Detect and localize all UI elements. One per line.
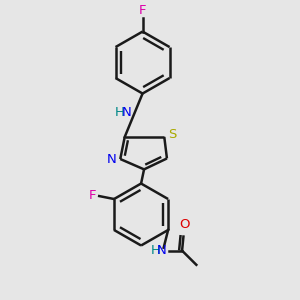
Text: O: O	[179, 218, 189, 231]
Text: S: S	[168, 128, 177, 141]
Text: F: F	[139, 4, 146, 17]
Text: N: N	[122, 106, 132, 119]
Text: N: N	[106, 152, 116, 166]
Text: H: H	[114, 106, 124, 119]
Text: H: H	[150, 244, 160, 257]
Text: F: F	[89, 189, 96, 202]
Text: N: N	[157, 244, 167, 257]
